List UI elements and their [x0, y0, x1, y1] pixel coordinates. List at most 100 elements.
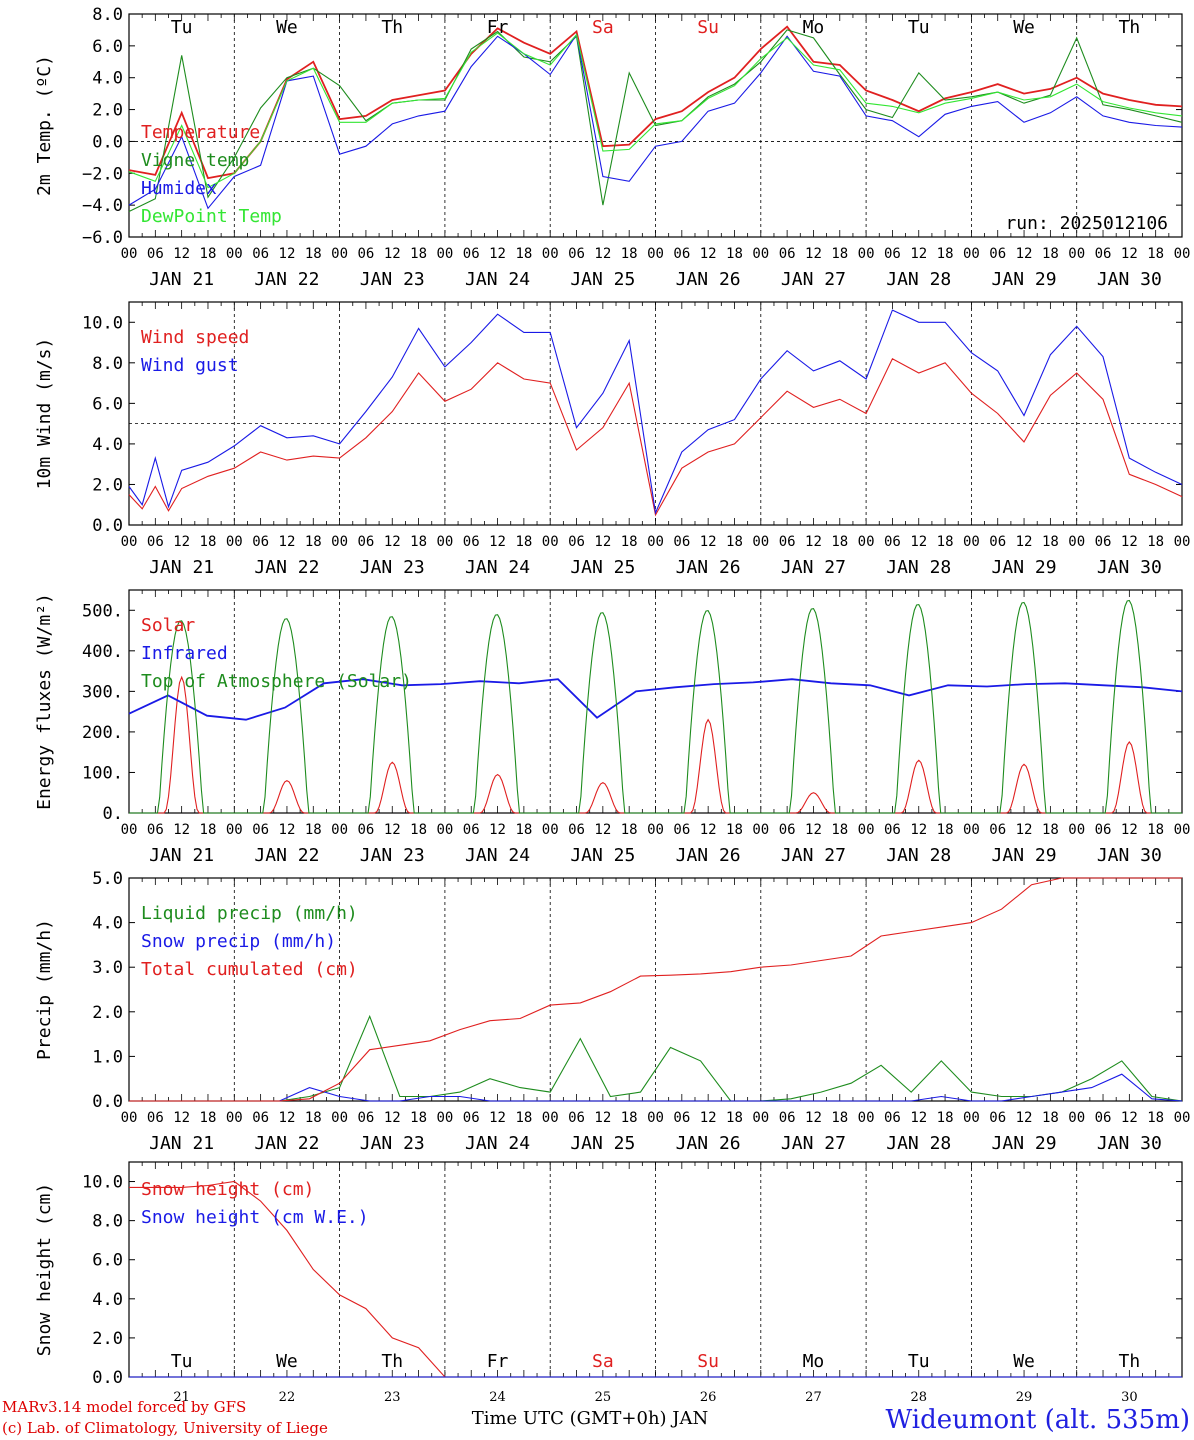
hour-label: 12: [489, 534, 506, 550]
date-label: JAN 24: [465, 557, 530, 578]
date-label: JAN 30: [1097, 269, 1162, 290]
y-tick-label: 0.: [103, 804, 123, 824]
hour-label: 06: [884, 822, 901, 838]
hour-label: 18: [515, 246, 532, 262]
hour-label: 18: [937, 534, 954, 550]
hour-label: 00: [436, 1110, 453, 1126]
y-tick-label: 500.: [82, 601, 123, 621]
date-label: JAN 21: [149, 1133, 214, 1154]
legend-entry: Snow height (cm W.E.): [141, 1207, 369, 1228]
hour-label: 18: [1147, 822, 1164, 838]
hour-label: 00: [226, 822, 243, 838]
hour-label: 18: [621, 246, 638, 262]
legend-entry: Temperature: [141, 122, 260, 143]
hour-label: 00: [331, 822, 348, 838]
y-tick-label: 300.: [82, 682, 123, 702]
hour-label: 12: [910, 246, 927, 262]
date-label: JAN 28: [886, 269, 951, 290]
y-tick-label: 200.: [82, 723, 123, 743]
hour-label: 12: [279, 534, 296, 550]
series-wind-speed-line: [128, 358, 1183, 517]
hour-label: 06: [989, 246, 1006, 262]
hour-label: 00: [1174, 1110, 1191, 1126]
hour-label: 00: [331, 246, 348, 262]
hour-label: 00: [1068, 822, 1085, 838]
date-label: JAN 30: [1097, 557, 1162, 578]
y-tick-label: 4.0: [92, 1290, 123, 1310]
hour-label: 06: [463, 1110, 480, 1126]
hour-label: 06: [463, 822, 480, 838]
y-tick-label: 6.0: [92, 394, 123, 414]
hour-label: 12: [594, 1110, 611, 1126]
hour-label: 00: [647, 822, 664, 838]
hour-label: 12: [279, 1110, 296, 1126]
hour-label: 00: [1068, 1110, 1085, 1126]
hour-label: 12: [1121, 534, 1138, 550]
y-tick-label: −4.0: [82, 196, 123, 216]
hour-label: 12: [384, 246, 401, 262]
panel-2: [128, 301, 1183, 526]
y-tick-label: 2.0: [92, 1329, 123, 1349]
hour-label: 00: [858, 822, 875, 838]
hour-label: 00: [542, 1110, 559, 1126]
date-label: JAN 29: [992, 1133, 1057, 1154]
hour-label: 00: [752, 534, 769, 550]
weekday-label: Th: [381, 1351, 403, 1372]
weekday-label: Su: [697, 17, 719, 38]
date-label: JAN 27: [781, 269, 846, 290]
weekday-label: Fr: [487, 17, 509, 38]
hour-label: 00: [752, 1110, 769, 1126]
hour-label: 00: [121, 822, 138, 838]
hour-label: 06: [463, 534, 480, 550]
hour-label: 12: [1121, 1110, 1138, 1126]
hour-label: 06: [357, 1110, 374, 1126]
date-label: JAN 27: [781, 1133, 846, 1154]
date-label: JAN 29: [992, 269, 1057, 290]
y-tick-label: 10.0: [82, 1173, 123, 1193]
run-label: run: 2025012106: [1005, 213, 1168, 234]
weekday-label: Tu: [171, 1351, 193, 1372]
hour-label: 00: [963, 534, 980, 550]
legend-entry: DewPoint Temp: [141, 206, 282, 227]
hour-label: 00: [121, 246, 138, 262]
hour-label: 06: [884, 534, 901, 550]
hour-label: 06: [147, 534, 164, 550]
hour-label: 00: [226, 534, 243, 550]
hour-label: 18: [726, 822, 743, 838]
hour-label: 06: [463, 246, 480, 262]
x-axis-title: Time UTC (GMT+0h) JAN: [472, 1408, 709, 1429]
hour-label: 12: [489, 1110, 506, 1126]
y-tick-label: 3.0: [92, 958, 123, 978]
hour-label: 18: [621, 822, 638, 838]
hour-label: 12: [1016, 822, 1033, 838]
hour-label: 00: [1174, 822, 1191, 838]
y-tick-label: 8.0: [92, 1212, 123, 1232]
hour-label: 18: [410, 822, 427, 838]
legend-entry: Wind gust: [141, 355, 239, 376]
hour-label: 00: [858, 246, 875, 262]
weekday-label: Su: [697, 1351, 719, 1372]
hour-label: 12: [1121, 246, 1138, 262]
y-tick-label: 5.0: [92, 869, 123, 889]
hour-label: 06: [989, 822, 1006, 838]
legend-entry: Solar: [141, 615, 195, 636]
y-tick-label: 2.0: [92, 475, 123, 495]
hour-label: 12: [173, 246, 190, 262]
date-label: JAN 27: [781, 557, 846, 578]
station-name: Wideumont (alt. 535m): [886, 1405, 1190, 1435]
hour-label: 18: [515, 822, 532, 838]
legend-entry: Snow precip (mm/h): [141, 931, 336, 952]
series-total-cumulated-cm-line: [129, 877, 1182, 1102]
panel-frame: [128, 589, 1183, 814]
hour-label: 00: [331, 1110, 348, 1126]
hour-label: 18: [305, 534, 322, 550]
date-label: JAN 28: [886, 845, 951, 866]
date-label: JAN 24: [465, 1133, 530, 1154]
hour-label: 06: [252, 822, 269, 838]
hour-label: 12: [700, 822, 717, 838]
hour-label: 06: [357, 246, 374, 262]
hour-label: 18: [726, 1110, 743, 1126]
hour-label: 06: [1095, 1110, 1112, 1126]
series-top-of-atmosphere-solar-line: [129, 599, 1182, 814]
